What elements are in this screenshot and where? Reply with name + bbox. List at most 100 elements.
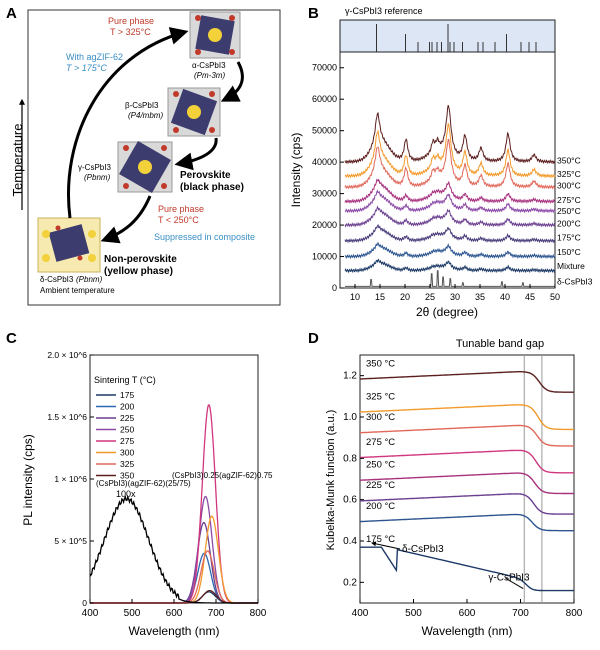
- xrd-curve-label: 175°C: [557, 233, 581, 243]
- km-curves: [359, 371, 574, 592]
- panel-letter-c: C: [6, 330, 17, 347]
- xrd-x-tick-label: 35: [475, 292, 485, 302]
- beta-name: β-CsPbI3: [125, 101, 159, 110]
- xrd-curve-0: [344, 104, 556, 165]
- alpha-crystal: [189, 11, 241, 59]
- km-curve-3: [360, 449, 574, 474]
- km-curve-2: [360, 424, 574, 447]
- delta-space-group: (Pbnm): [76, 275, 103, 284]
- xrd-curve-6: [344, 223, 556, 244]
- band-gap-label: Tunable band gap: [456, 338, 544, 350]
- km-curve-label: 325 °C: [366, 391, 395, 402]
- km-y-tick-label: 1.2: [343, 371, 357, 382]
- pl-x-tick-label: 500: [124, 608, 141, 619]
- km-curve-label: 350 °C: [366, 358, 395, 369]
- xrd-y-tick-label: 20000: [312, 220, 337, 230]
- km-curve-4: [360, 472, 574, 495]
- panel-letter-d: D: [308, 330, 319, 347]
- xrd-curve-label: 250°C: [557, 206, 581, 216]
- pl-y-tick-label: 1 × 10^6: [54, 474, 87, 484]
- suppressed-label: Suppressed in composite: [154, 232, 255, 242]
- perovskite-sub: (black phase): [180, 182, 244, 193]
- pl-x-label: Wavelength (nm): [129, 624, 220, 638]
- pl-legend-label: 250: [120, 425, 134, 435]
- km-annot-gamma: γ-CsPbI3: [488, 572, 530, 583]
- panel-a-axis-label: Temperature: [10, 124, 25, 197]
- beta-crystal: [167, 87, 221, 137]
- reference-label: γ-CsPbI3 reference: [345, 6, 423, 16]
- pl-y-ticks: 0 5 × 10^5 1 × 10^6 1.5 × 10^6 2.0 × 10^6: [47, 350, 94, 608]
- with-zif-temp: T > 175°C: [66, 63, 107, 73]
- alpha-name: α-CsPbI3: [192, 61, 226, 70]
- xrd-y-label: Intensity (cps): [289, 133, 303, 208]
- pl-curve-6: [90, 550, 258, 604]
- band-gap-lines: [523, 355, 543, 603]
- km-curve-1: [360, 404, 574, 431]
- pl-curve-4: [90, 404, 258, 604]
- delta-crystal: [37, 217, 101, 273]
- xrd-curve-label: 150°C: [557, 247, 581, 257]
- km-x-tick-label: 800: [566, 608, 583, 619]
- beta-to-gamma-arrow: [174, 137, 218, 171]
- xrd-curve-label: 200°C: [557, 218, 581, 228]
- km-annot-delta: δ-CsPbI3: [402, 544, 444, 555]
- km-x-ticks: 400 500 600 700 800: [352, 599, 583, 619]
- km-curve-5: [360, 493, 574, 515]
- km-curve-7: [360, 546, 574, 592]
- km-x-tick-label: 500: [405, 608, 422, 619]
- pl-legend-label: 275: [120, 436, 134, 446]
- pl-x-tick-label: 400: [82, 608, 99, 619]
- delta-name: δ-CsPbI3: [40, 275, 74, 284]
- pure-phase-high: Pure phase: [108, 16, 154, 26]
- gamma-name: γ-CsPbI3: [78, 163, 111, 172]
- reference-sticks: [376, 24, 537, 52]
- xrd-curve-label: 275°C: [557, 195, 581, 205]
- pl-legend-title: Sintering T (°C): [94, 375, 156, 385]
- km-x-tick-label: 600: [459, 608, 476, 619]
- pl-legend-label: 325: [120, 459, 134, 469]
- pl-legend-label: 225: [120, 413, 134, 423]
- km-x-label: Wavelength (nm): [422, 624, 513, 638]
- km-curve-0: [359, 371, 574, 393]
- perovskite-label: Perovskite: [180, 170, 231, 181]
- xrd-y-tick-label: 60000: [312, 94, 337, 104]
- pl-curves: [89, 404, 258, 604]
- xrd-curve-1: [345, 123, 556, 179]
- pl-y-tick-label: 2.0 × 10^6: [47, 350, 87, 360]
- alpha-space-group: (Pm-3m): [194, 71, 225, 80]
- panel-letter-b: B: [308, 5, 319, 22]
- pl-legend-label: 300: [120, 448, 134, 458]
- nonperovskite-label: Non-perovskite: [104, 254, 177, 265]
- xrd-curve-label: Mixture: [557, 261, 585, 271]
- km-curve-label: 225 °C: [366, 480, 395, 491]
- pl-annot-composite: (CsPbI3)0.25(agZIF-62)0.75: [172, 471, 273, 480]
- pure-phase-low-temp: T < 250°C: [158, 215, 199, 225]
- xrd-curve-5: [344, 205, 556, 228]
- km-curve-label: 250 °C: [366, 460, 395, 471]
- km-curve-label: 300 °C: [366, 412, 395, 423]
- gamma-to-delta-arrow: [100, 195, 152, 244]
- pl-x-tick-label: 600: [166, 608, 183, 619]
- km-curve-label: 175 °C: [366, 534, 395, 545]
- xrd-x-tick-label: 25: [425, 292, 435, 302]
- gamma-space-group: (Pbnm): [84, 173, 111, 182]
- xrd-curve-label: δ-CsPbI3: [557, 277, 593, 287]
- xrd-y-tick-label: 30000: [312, 189, 337, 199]
- panel-c: C 400 500 600 700 800 0 5 × 10^5 1 × 10^6 1.5 ×…: [6, 330, 273, 638]
- km-curve-labels: 350 °C 325 °C 300 °C 275 °C 250 °C 225 °C 200 …: [366, 358, 395, 545]
- xrd-x-tick-label: 30: [450, 292, 460, 302]
- xrd-x-ticks: 10 15 20 25 30 35 40 45 50: [350, 284, 560, 302]
- panel-letter-a: A: [6, 5, 17, 22]
- km-y-tick-label: 0.2: [343, 577, 357, 588]
- panel-b: B γ-CsPbI3 reference 10 15 20 25 30 35 40 45 50 …: [289, 5, 593, 319]
- km-y-ticks: 0.2 0.4 0.6 0.8 1.0 1.2: [343, 371, 364, 588]
- xrd-curve-label: 325°C: [557, 169, 581, 179]
- panel-a-frame: [27, 9, 281, 306]
- km-x-tick-label: 400: [352, 608, 369, 619]
- xrd-y-tick-label: 50000: [312, 126, 337, 136]
- xrd-curve-7: [344, 241, 556, 260]
- xrd-x-tick-label: 15: [375, 292, 385, 302]
- km-y-tick-label: 0.4: [343, 536, 357, 547]
